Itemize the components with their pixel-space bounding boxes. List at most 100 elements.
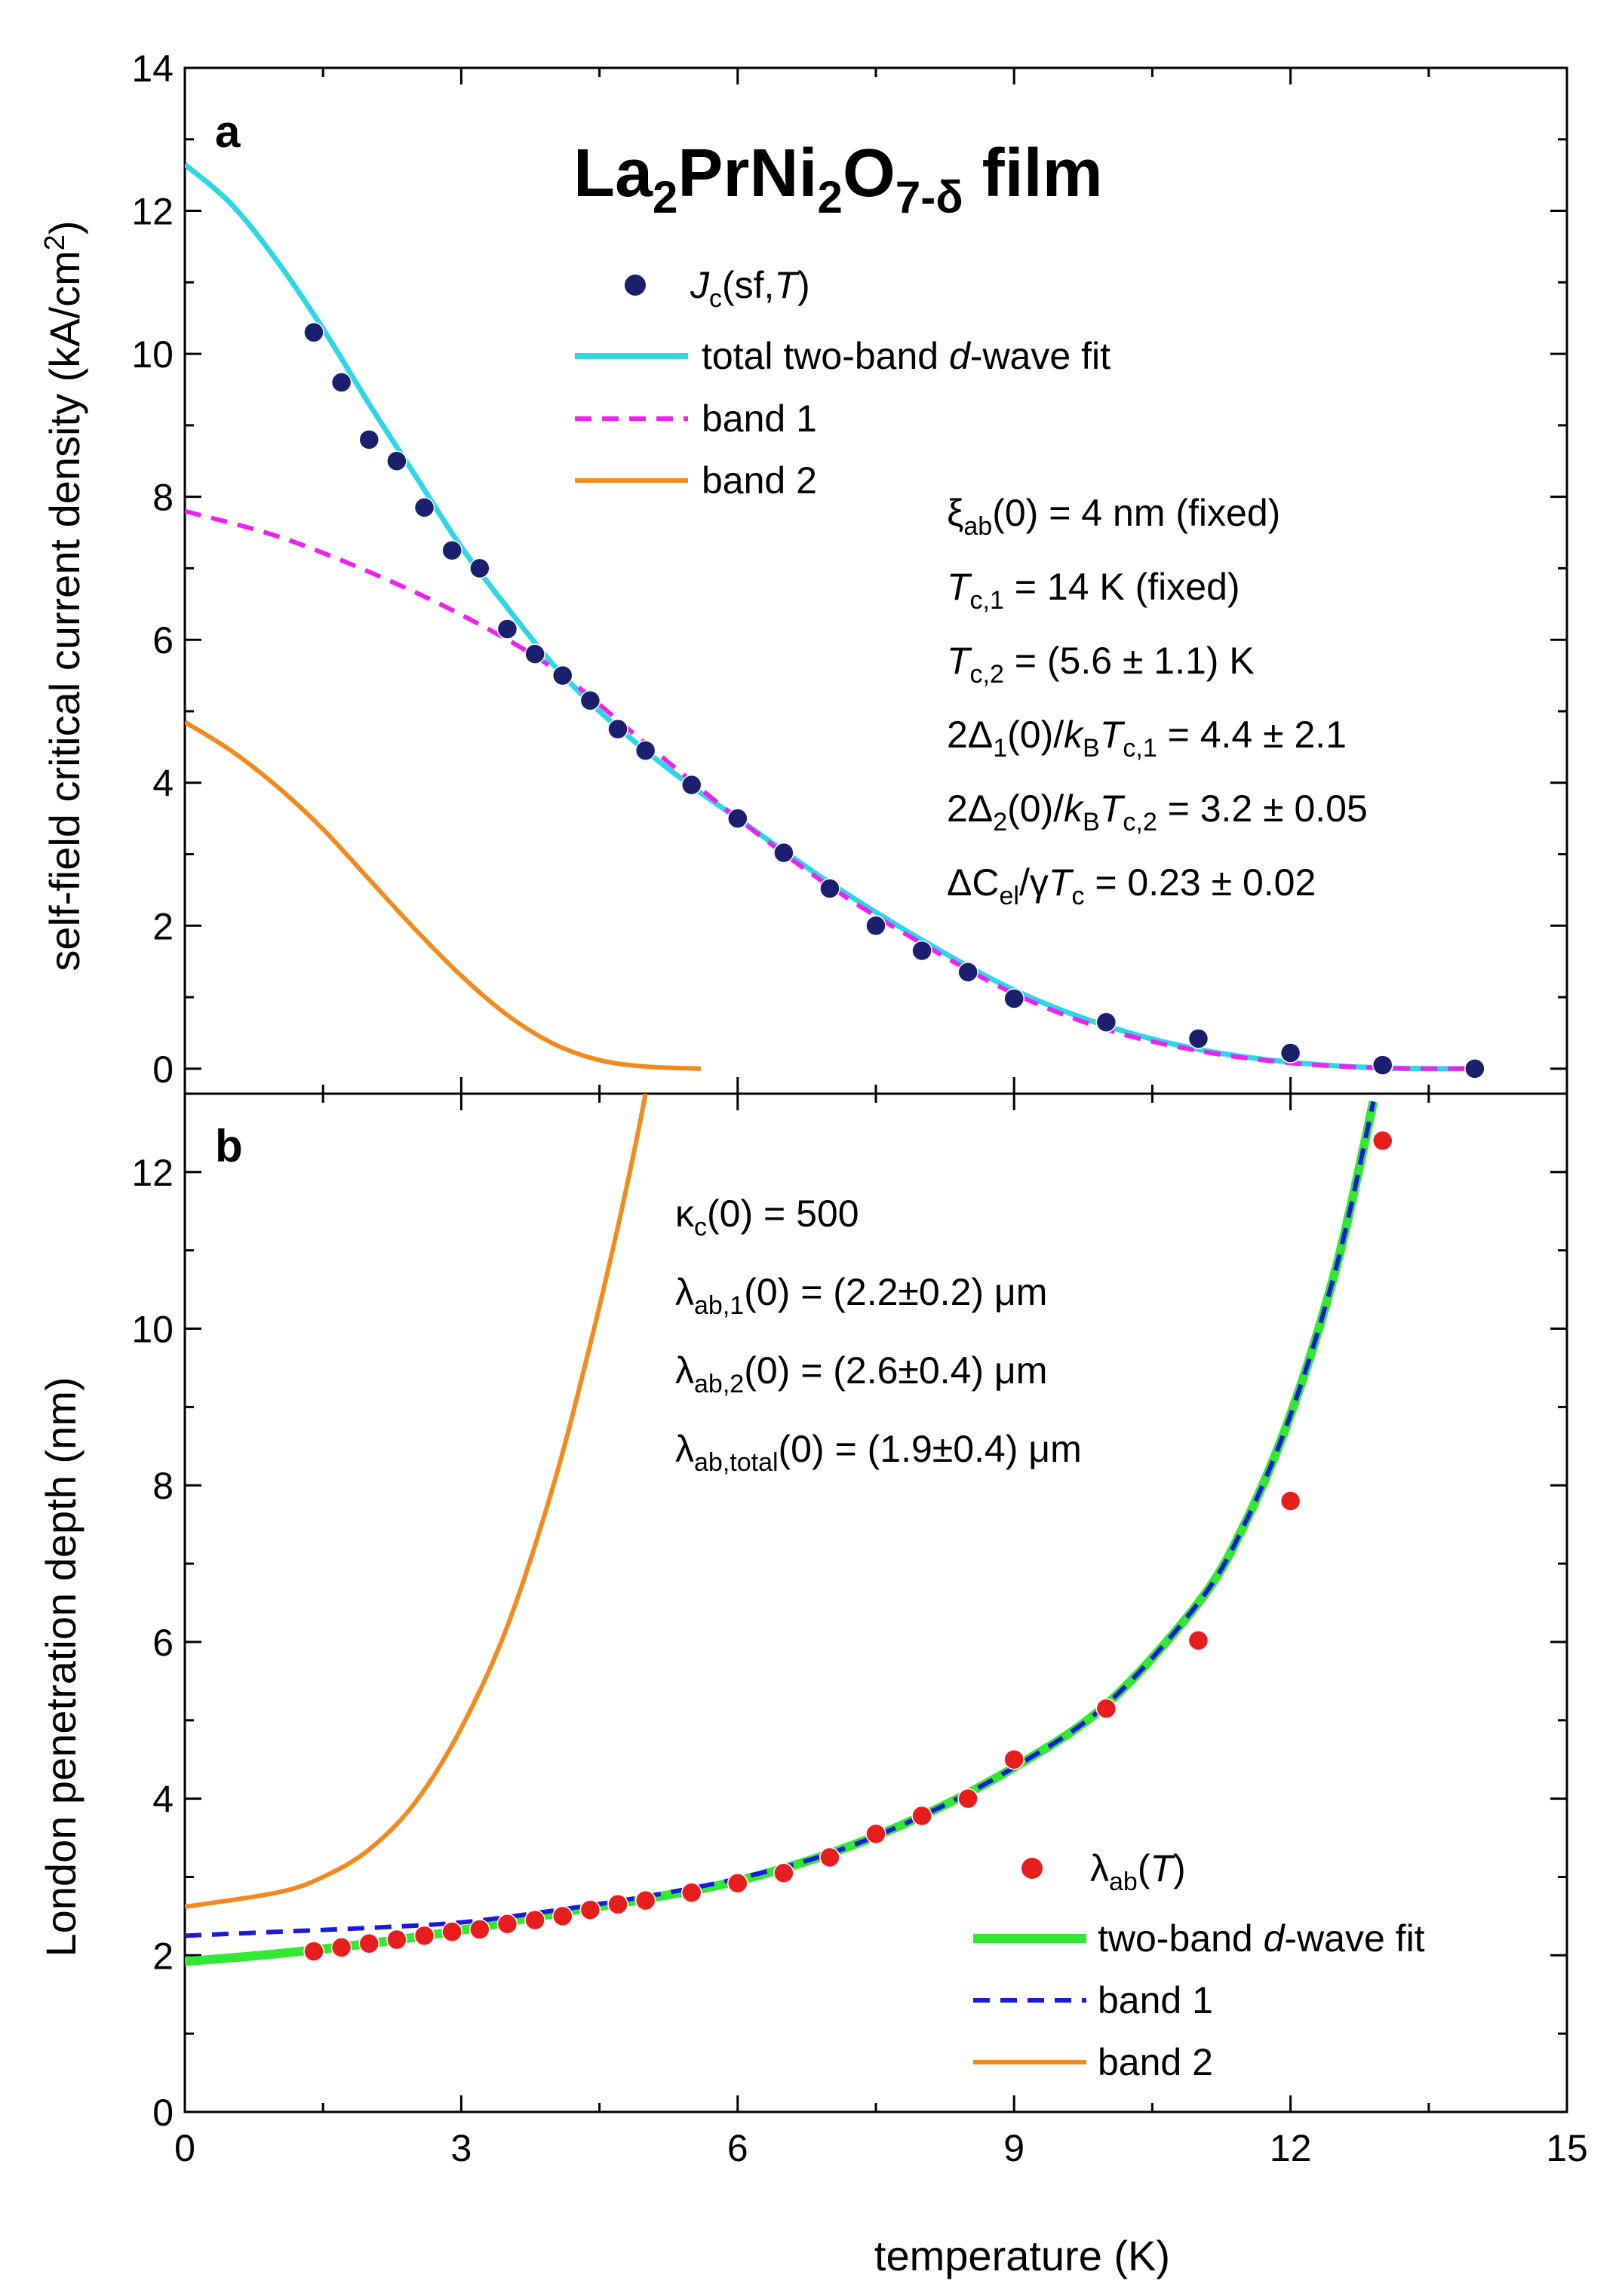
data-point-jc-sf-t bbox=[386, 450, 407, 472]
xtick-label: 0 bbox=[174, 2127, 195, 2169]
legend-label-lambda: λab(T) bbox=[1090, 1847, 1186, 1896]
data-point-jc-sf-t bbox=[865, 915, 886, 937]
legend-label-fit: two-band d-wave fit bbox=[1098, 1917, 1425, 1960]
panel-a-ticks bbox=[183, 66, 1568, 1094]
data-point-ab-t bbox=[496, 1914, 518, 1935]
xtick-label: 9 bbox=[1003, 2127, 1025, 2169]
xtick-label: 3 bbox=[450, 2127, 472, 2169]
data-point-ab-t bbox=[441, 1921, 462, 1942]
data-point-jc-sf-t bbox=[496, 619, 518, 640]
legend-label-total-fit: total two-band d-wave fit bbox=[702, 335, 1111, 377]
data-point-jc-sf-t bbox=[911, 940, 932, 962]
data-point-jc-sf-t bbox=[1003, 988, 1025, 1009]
data-point-ab-t bbox=[1003, 1748, 1025, 1770]
panel-a-ylabel: self-field critical current density (kA/… bbox=[39, 220, 88, 971]
ytick-label: 2 bbox=[152, 1935, 174, 1977]
data-point-jc-sf-t bbox=[773, 842, 794, 864]
annotation-tc1: Tc,1 = 14 K (fixed) bbox=[947, 566, 1240, 615]
ytick-label: 14 bbox=[131, 48, 174, 90]
ytick-label: 12 bbox=[131, 191, 174, 233]
ytick-label: 4 bbox=[152, 763, 174, 805]
data-point-jc-sf-t bbox=[303, 321, 324, 343]
data-point-jc-sf-t bbox=[413, 497, 435, 518]
data-point-ab-t bbox=[1372, 1130, 1393, 1152]
data-point-ab-t bbox=[727, 1873, 748, 1894]
xtick-label: 6 bbox=[727, 2127, 748, 2169]
annotation-tc2: Tc,2 = (5.6 ± 1.1) K bbox=[947, 640, 1255, 689]
panel-b-ytick-labels: 0 2 4 6 8 10 12 bbox=[131, 1152, 174, 2134]
ytick-label: 8 bbox=[152, 477, 174, 519]
series-line-band-2 bbox=[185, 1094, 648, 1909]
ytick-label: 12 bbox=[131, 1152, 174, 1194]
annotation-lambda-1: λab,1(0) = (2.2±0.2) μm bbox=[675, 1271, 1047, 1320]
annotation-lambda-2: λab,2(0) = (2.6±0.4) μm bbox=[675, 1349, 1047, 1398]
xtick-label: 15 bbox=[1546, 2127, 1588, 2169]
data-point-jc-sf-t bbox=[524, 643, 545, 665]
data-point-ab-t bbox=[1095, 1698, 1117, 1719]
data-point-ab-t bbox=[386, 1929, 407, 1951]
legend-label-band2: band 2 bbox=[702, 459, 817, 502]
data-point-jc-sf-t bbox=[1095, 1011, 1117, 1033]
data-point-ab-t bbox=[358, 1932, 380, 1954]
data-point-jc-sf-t bbox=[680, 774, 702, 796]
legend-marker-jc bbox=[625, 275, 646, 296]
data-point-jc-sf-t bbox=[1187, 1028, 1209, 1049]
data-point-jc-sf-t bbox=[469, 557, 490, 579]
annotation-gap-ratio-2: 2Δ2(0)/kBTc,2 = 3.2 ± 0.05 bbox=[947, 787, 1368, 836]
ytick-label: 2 bbox=[152, 905, 174, 947]
legend-label-band1: band 1 bbox=[702, 398, 817, 440]
data-point-ab-t bbox=[469, 1919, 490, 1940]
ytick-label: 0 bbox=[152, 2092, 174, 2134]
panel-a-ytick-labels: 0 2 4 6 8 10 12 14 bbox=[131, 48, 174, 1091]
legend-marker-lambda bbox=[1021, 1858, 1043, 1879]
data-point-ab-t bbox=[680, 1882, 702, 1903]
data-point-ab-t bbox=[413, 1925, 435, 1947]
ytick-label: 10 bbox=[131, 1309, 174, 1351]
series-line-band-2 bbox=[185, 720, 702, 1071]
data-point-jc-sf-t bbox=[1279, 1042, 1301, 1064]
panel-b-xtick-labels: 0 3 6 9 12 15 bbox=[174, 2127, 1588, 2169]
series-clip-group bbox=[185, 1094, 1393, 1966]
data-point-ab-t bbox=[579, 1899, 601, 1920]
ytick-label: 0 bbox=[152, 1048, 174, 1091]
data-point-jc-sf-t bbox=[579, 689, 601, 711]
panel-a-legend: Jc(sf,T) total two-band d-wave fit band … bbox=[575, 264, 1111, 502]
annotation-kappa: κc(0) = 500 bbox=[675, 1193, 859, 1242]
xtick-label: 12 bbox=[1270, 2127, 1312, 2169]
data-point-ab-t bbox=[911, 1805, 932, 1827]
ytick-label: 6 bbox=[152, 619, 174, 661]
annotation-specific-heat: ΔCel/γTc = 0.23 ± 0.02 bbox=[947, 861, 1316, 910]
data-point-jc-sf-t bbox=[727, 808, 748, 829]
data-point-jc-sf-t bbox=[1464, 1058, 1485, 1079]
panel-a: 0 2 4 6 8 10 12 14 a La2PrNi2O7-δ film self-fie… bbox=[39, 48, 1568, 1095]
series-line-band-1 bbox=[185, 508, 1475, 1071]
data-point-jc-sf-t bbox=[607, 718, 628, 740]
panel-b-series bbox=[185, 1094, 1393, 1966]
data-point-ab-t bbox=[634, 1889, 656, 1911]
panel-b-ylabel: London penetration depth (nm) bbox=[37, 1377, 84, 1957]
data-point-ab-t bbox=[607, 1894, 628, 1915]
data-point-jc-sf-t bbox=[634, 740, 656, 761]
ytick-label: 6 bbox=[152, 1622, 174, 1664]
data-point-ab-t bbox=[1279, 1490, 1301, 1512]
x-axis-label: temperature (K) bbox=[874, 2232, 1170, 2279]
data-point-ab-t bbox=[551, 1905, 573, 1927]
data-point-jc-sf-t bbox=[551, 665, 573, 686]
series-clip-group bbox=[185, 162, 1485, 1079]
data-point-ab-t bbox=[773, 1862, 794, 1884]
legend-label-band1-b: band 1 bbox=[1098, 1979, 1213, 2021]
panel-b: 0 2 4 6 8 10 12 0 3 6 9 12 15 b London penetration … bbox=[37, 1092, 1588, 2279]
annotation-xi: ξab(0) = 4 nm (fixed) bbox=[947, 492, 1280, 541]
data-point-jc-sf-t bbox=[441, 539, 462, 561]
panel-b-legend: λab(T) two-band d-wave fit band 1 band 2 bbox=[973, 1847, 1425, 2083]
data-point-jc-sf-t bbox=[1372, 1054, 1393, 1076]
series-line-total-two-band-d-wave-fit bbox=[185, 162, 1475, 1072]
panel-a-annotations: ξab(0) = 4 nm (fixed) Tc,1 = 14 K (fixed… bbox=[947, 492, 1368, 910]
data-point-jc-sf-t bbox=[819, 878, 840, 899]
chart-title: La2PrNi2O7-δ film bbox=[573, 136, 1103, 223]
ytick-label: 4 bbox=[152, 1779, 174, 1821]
data-point-jc-sf-t bbox=[358, 429, 380, 450]
data-point-ab-t bbox=[524, 1909, 545, 1931]
data-point-ab-t bbox=[330, 1937, 352, 1958]
